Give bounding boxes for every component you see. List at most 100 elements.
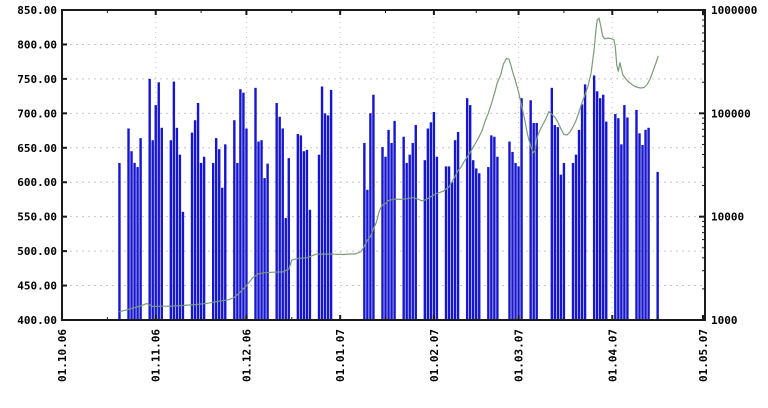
price-bar <box>490 135 493 320</box>
price-bar <box>511 151 514 320</box>
right-axis-label: 10000 <box>711 211 744 224</box>
price-bar <box>172 81 176 320</box>
price-bar <box>656 171 659 320</box>
price-bar <box>514 162 517 320</box>
price-bar <box>535 122 538 320</box>
price-bar <box>390 142 393 320</box>
price-bar <box>556 127 560 320</box>
price-bar <box>472 160 475 320</box>
price-bar <box>211 162 215 320</box>
left-axis-label: 500.00 <box>17 245 57 258</box>
left-axis-label: 600.00 <box>17 176 57 189</box>
price-bar <box>532 122 535 320</box>
price-bar <box>478 173 481 320</box>
right-axis-label: 1000000 <box>711 4 757 17</box>
price-bar <box>127 128 130 320</box>
price-bar <box>626 117 629 320</box>
price-bar <box>157 82 160 320</box>
price-bar <box>432 111 436 321</box>
price-bar <box>647 127 650 320</box>
price-bar <box>517 166 520 320</box>
price-bar <box>281 128 284 320</box>
price-bar <box>154 105 157 320</box>
price-bar <box>384 156 387 320</box>
price-bar <box>193 120 197 320</box>
left-axis-label: 550.00 <box>17 211 57 224</box>
left-axis-label: 400.00 <box>17 314 57 327</box>
price-bar <box>456 131 460 320</box>
price-bar <box>221 187 224 320</box>
plot-frame <box>61 9 706 321</box>
price-bar <box>139 138 142 320</box>
price-bar <box>263 178 266 320</box>
price-bar <box>602 94 605 320</box>
price-bar <box>623 105 626 320</box>
left-axis-label: 800.00 <box>17 38 57 51</box>
price-bar <box>284 218 287 320</box>
x-axis-label: 01.02.07 <box>428 329 441 382</box>
price-bar <box>245 128 248 320</box>
price-bar <box>169 140 173 320</box>
price-bar <box>320 86 324 320</box>
x-axis-label: 01.11.06 <box>150 329 163 382</box>
price-bar <box>372 94 375 320</box>
price-bar <box>275 103 278 320</box>
x-axis-label: 01.10.06 <box>56 329 69 382</box>
price-bar <box>550 87 554 320</box>
x-axis-label: 01.03.07 <box>513 329 526 382</box>
price-bar <box>202 156 206 320</box>
price-bar <box>287 158 290 320</box>
log-line <box>119 17 659 313</box>
price-bar <box>435 156 439 320</box>
price-bar <box>620 144 623 320</box>
price-bar <box>299 135 303 320</box>
price-bar <box>363 142 366 320</box>
price-bar <box>393 120 396 320</box>
price-bar <box>559 174 563 320</box>
price-bar <box>496 156 499 320</box>
price-bar <box>323 113 327 320</box>
price-bar <box>444 166 448 320</box>
price-bar <box>577 129 581 320</box>
price-bar <box>414 125 417 320</box>
x-axis-label: 01.12.06 <box>240 329 253 382</box>
price-bar <box>599 98 602 321</box>
price-bar <box>574 154 578 320</box>
price-bar <box>562 162 566 320</box>
price-bar <box>257 141 260 320</box>
x-axis-label: 01.05.07 <box>697 329 710 382</box>
price-bar <box>296 134 300 320</box>
price-bar <box>465 98 469 321</box>
price-bar <box>118 162 121 320</box>
price-bar <box>617 118 620 320</box>
x-axis-label: 01.01.07 <box>334 329 347 382</box>
price-bar <box>151 140 154 320</box>
price-bar <box>130 151 133 320</box>
price-bar <box>178 154 182 320</box>
price-bar <box>326 115 330 321</box>
price-bar <box>381 147 384 320</box>
price-bar <box>595 91 599 320</box>
price-bar <box>635 109 638 320</box>
price-bar <box>317 154 321 320</box>
price-bar <box>423 160 427 320</box>
price-bar <box>468 105 472 320</box>
price-bar <box>305 149 309 320</box>
price-bar <box>266 163 269 320</box>
price-bar <box>215 138 218 320</box>
price-bar <box>520 98 523 321</box>
price-bar <box>583 84 587 321</box>
price-bar <box>408 154 411 320</box>
price-bar <box>148 78 151 320</box>
left-axis-label: 450.00 <box>17 280 57 293</box>
price-bar <box>508 141 511 320</box>
price-bar <box>239 89 242 320</box>
left-axis-label: 850.00 <box>17 4 57 17</box>
price-bar <box>236 162 239 320</box>
price-bar <box>487 167 490 320</box>
price-bar <box>199 162 203 320</box>
price-bar <box>453 140 457 320</box>
x-axis-label: 01.04.07 <box>606 329 619 382</box>
